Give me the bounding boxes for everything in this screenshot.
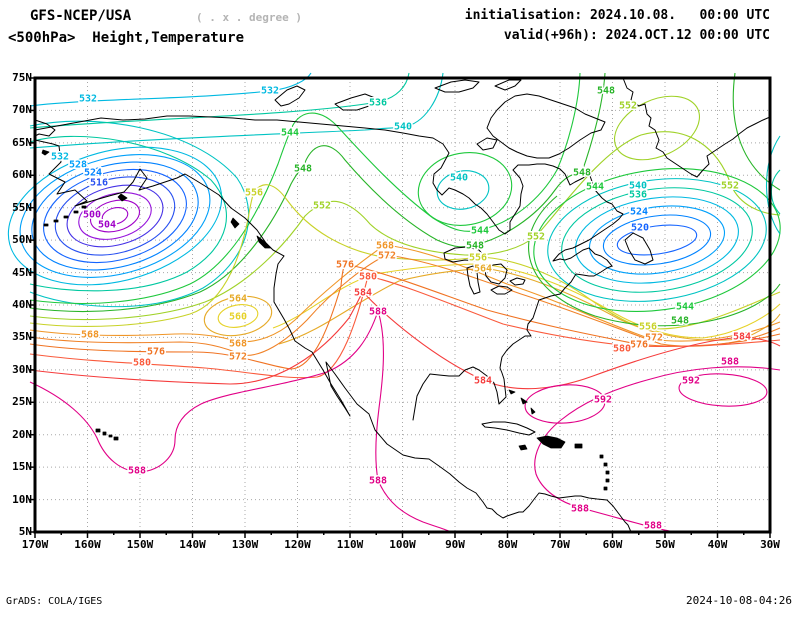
contour-label: 524 [84, 168, 102, 179]
contour-label: 552 [721, 181, 739, 192]
contour-label: 524 [630, 207, 648, 218]
y-axis-tick-label: 30N [12, 362, 32, 376]
y-axis-tick-label: 50N [12, 233, 32, 247]
contour-label: 560 [229, 312, 247, 323]
contour-label: 588 [644, 521, 662, 532]
contour-label: 572 [645, 333, 663, 344]
x-axis-tick-label: 110W [336, 538, 364, 551]
contour-label: 544 [586, 182, 604, 193]
contour-label: 564 [229, 294, 247, 305]
contour-label: 592 [594, 395, 612, 406]
x-axis-tick-label: 100W [389, 538, 416, 551]
contour-label: 544 [281, 128, 299, 139]
chart-degree-note: ( . x . degree ) [196, 11, 302, 24]
y-axis-tick-label: 75N [12, 71, 32, 84]
contour-label: 580 [613, 344, 631, 355]
x-axis-tick-label: 40W [707, 538, 728, 551]
creation-timestamp: 2024-10-08-04:26 [686, 594, 792, 607]
contour-label: 568 [81, 330, 99, 341]
contour-label: 552 [313, 201, 331, 212]
contour-label: 584 [733, 332, 751, 343]
contour-label: 536 [369, 98, 387, 109]
x-axis-tick-label: 50W [655, 538, 675, 551]
contour-label: 588 [369, 307, 387, 318]
y-axis-tick-label: 20N [12, 427, 32, 441]
contour-label: 540 [629, 181, 647, 192]
contour-label: 544 [676, 302, 694, 313]
x-axis-tick-label: 140W [179, 538, 206, 551]
contour-label: 548 [573, 168, 591, 179]
contour-label: 532 [79, 94, 97, 105]
x-axis-tick-label: 80W [497, 538, 518, 551]
contour-label: 572 [229, 352, 247, 363]
contour-label: 580 [133, 358, 151, 369]
contour-label: 556 [469, 253, 487, 264]
contour-label: 552 [527, 232, 545, 243]
valid-time-label: valid(+96h): 2024.OCT.12 00:00 UTC [503, 28, 770, 43]
y-axis-tick-label: 70N [12, 103, 32, 117]
coastlines [34, 77, 771, 533]
contour-label: 548 [671, 316, 689, 327]
contour-label: 528 [69, 160, 87, 171]
contour-label: 544 [471, 226, 489, 237]
x-axis-tick-label: 160W [74, 538, 101, 551]
contour-label: 576 [336, 260, 354, 271]
contour-label: 532 [51, 152, 69, 163]
contour-label: 564 [474, 264, 492, 275]
y-axis-tick-label: 5N [18, 525, 32, 538]
contour-label: 588 [369, 476, 387, 487]
contour-label: 536 [629, 190, 647, 201]
y-axis-tick-label: 65N [12, 135, 32, 149]
init-time-label: initialisation: 2024.10.08. 00:00 UTC [464, 8, 770, 23]
contour-label: 584 [354, 288, 372, 299]
x-axis-tick-label: 170W [21, 538, 49, 551]
y-axis-tick-label: 40N [12, 298, 32, 311]
map-frame [33, 76, 772, 534]
contour-label: 556 [639, 322, 657, 333]
y-axis-tick-label: 45N [12, 265, 32, 279]
chart-title: GFS-NCEP/USA [30, 8, 132, 24]
x-axis-tick-label: 90W [445, 538, 465, 551]
x-axis-tick-label: 30W [760, 538, 780, 551]
contour-label: 592 [682, 376, 700, 387]
contour-label: 532 [261, 86, 279, 97]
contour-label: 588 [128, 466, 146, 477]
contour-label: 580 [359, 272, 377, 283]
x-axis-tick-label: 70W [550, 538, 570, 551]
contour-label-layer: 5325325285245165005045685765805645605685… [49, 84, 752, 533]
contour-label: 540 [394, 122, 412, 133]
contour-label: 548 [597, 86, 615, 97]
x-axis-tick-label: 120W [284, 538, 311, 551]
y-axis-tick-label: 10N [12, 492, 32, 506]
chart-subtitle: <500hPa> Height,Temperature [8, 30, 245, 46]
contour-label: 500 [83, 210, 101, 221]
contour-label: 516 [90, 178, 108, 189]
contour-label: 572 [378, 251, 396, 262]
x-axis-tick-label: 150W [126, 538, 154, 551]
contour-label: 548 [466, 241, 484, 252]
contour-label: 556 [245, 188, 263, 199]
contour-label: 588 [721, 357, 739, 368]
contour-label: 540 [450, 173, 468, 184]
contour-label: 568 [229, 339, 247, 350]
contour-label: 552 [619, 101, 637, 112]
x-axis-tick-label: 60W [602, 538, 623, 551]
contour-label: 576 [630, 340, 648, 351]
y-axis-tick-label: 15N [12, 460, 32, 474]
grads-credit: GrADS: COLA/IGES [6, 596, 103, 607]
y-axis-tick-label: 25N [12, 395, 32, 409]
contour-label: 576 [147, 347, 165, 358]
y-axis-tick-label: 55N [12, 200, 32, 214]
contour-label: 568 [376, 241, 394, 252]
x-axis-tick-label: 130W [231, 538, 259, 551]
contour-label: 520 [631, 223, 649, 234]
map-canvas: 5325325285245165005045685765805645605685… [7, 72, 781, 538]
contour-label: 504 [98, 220, 116, 231]
contour-label: 548 [294, 164, 312, 175]
y-axis-tick-label: 35N [12, 330, 32, 344]
y-axis-tick-label: 60N [12, 168, 32, 182]
contour-label: 584 [474, 376, 492, 387]
contour-label: 588 [571, 504, 589, 515]
